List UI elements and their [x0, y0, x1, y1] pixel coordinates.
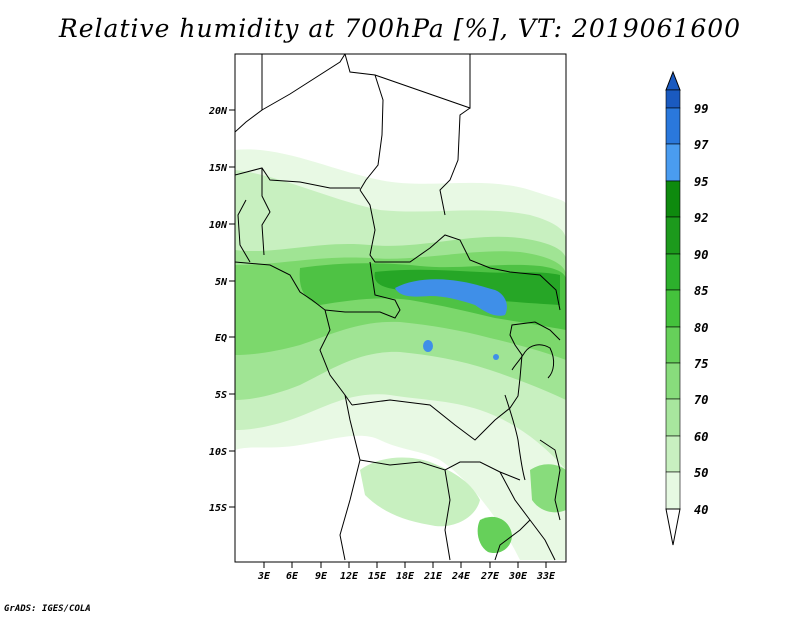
map-title: Relative humidity at 700hPa [%], VT: 201… — [58, 14, 742, 43]
rh-75-zone-south — [530, 464, 566, 513]
lat-label: 15S — [209, 503, 227, 514]
lon-label: 18E — [396, 571, 415, 582]
lat-label: 5N — [215, 277, 228, 288]
colorbar-segment — [665, 362, 681, 400]
colorbar-label: 60 — [694, 430, 708, 444]
lon-label: 3E — [257, 571, 271, 582]
lon-label: 21E — [423, 571, 443, 582]
colorbar-label: 75 — [694, 357, 708, 371]
humidity-field — [235, 54, 566, 562]
colorbar-segment — [665, 471, 681, 510]
colorbar-segment — [665, 435, 681, 473]
colorbar-label: 50 — [694, 466, 708, 480]
colorbar-segment — [665, 89, 681, 109]
lat-axis: 20N 15N 10N 5N EQ 5S 10S 15S — [208, 106, 235, 514]
colorbar-segment — [665, 289, 681, 328]
colorbar-label: 85 — [694, 284, 708, 298]
rh-60-zone-south — [360, 457, 480, 527]
lon-label: 33E — [536, 571, 556, 582]
rh-80-zone-south — [477, 516, 512, 554]
colorbar-label: 40 — [694, 503, 708, 517]
lat-label: 5S — [215, 390, 227, 401]
colorbar-label: 80 — [694, 321, 708, 335]
lon-label: 12E — [340, 571, 359, 582]
colorbar-segment — [665, 398, 681, 437]
credit-label: GrADS: IGES/COLA — [4, 604, 91, 614]
colorbar-segment — [665, 180, 681, 218]
colorbar-label: 92 — [694, 211, 708, 225]
lon-label: 15E — [368, 571, 387, 582]
lat-label: 10S — [209, 447, 227, 458]
lat-label: 15N — [209, 163, 228, 174]
lat-label: 10N — [209, 220, 228, 231]
colorbar-segment — [665, 253, 681, 291]
lon-label: 27E — [480, 571, 500, 582]
colorbar-segment — [665, 326, 681, 364]
colorbar-label: 90 — [694, 248, 708, 262]
colorbar: 99 97 95 92 90 85 80 75 70 60 50 40 — [665, 70, 709, 546]
colorbar-top-arrow — [665, 70, 681, 91]
rh-95-spot — [493, 354, 499, 360]
lon-label: 24E — [451, 571, 471, 582]
colorbar-label: 97 — [694, 138, 709, 152]
colorbar-label: 70 — [694, 393, 708, 407]
colorbar-segment — [665, 107, 681, 145]
lon-label: 9E — [315, 571, 328, 582]
lat-label: EQ — [215, 333, 227, 344]
lon-label: 6E — [286, 571, 299, 582]
lon-label: 30E — [508, 571, 528, 582]
colorbar-segment — [665, 143, 681, 182]
colorbar-label: 99 — [694, 102, 708, 116]
lat-label: 20N — [208, 106, 228, 117]
colorbar-bottom-arrow — [665, 508, 681, 546]
lon-axis: 3E 6E 9E 12E 15E 18E 21E 24E 27E 30E 33E — [257, 562, 556, 582]
rh-95-spot — [423, 340, 433, 352]
map-frame — [234, 53, 567, 563]
country-borders — [235, 54, 561, 561]
colorbar-label: 95 — [694, 175, 708, 189]
colorbar-segment — [665, 216, 681, 255]
rh-95-zone — [395, 279, 507, 316]
